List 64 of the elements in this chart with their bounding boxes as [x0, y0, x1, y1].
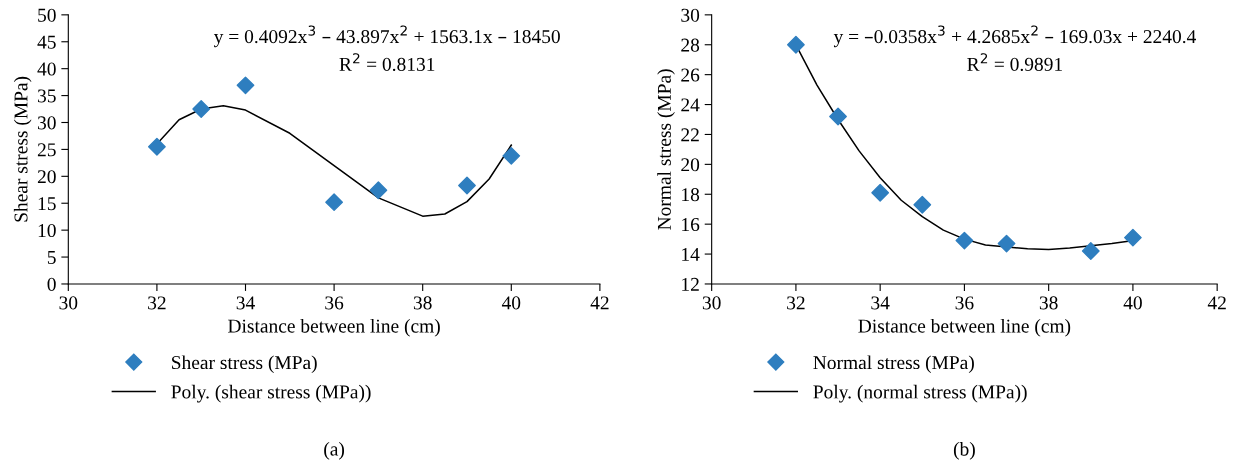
text: (b) — [953, 442, 975, 460]
x-axis-title: Distance between line (cm) — [228, 318, 440, 337]
x-tick-label: 30 — [59, 296, 78, 310]
y-axis-title: Shear stress (MPa) — [13, 76, 32, 222]
x-tick-label: 42 — [590, 296, 609, 310]
annotation: R$^{2}$ = 0.9891 — [967, 53, 1062, 72]
x-tick-label: 34 — [871, 296, 890, 310]
y-tick-label: 14 — [682, 247, 700, 261]
y-tick-label: 5 — [47, 251, 56, 264]
x-tick-label: 32 — [148, 296, 166, 310]
annotation: y = –0.0358x$^{3}$ + 4.2685x$^{2}$ – 169.03x + 2240.4 — [833, 25, 1197, 48]
point — [458, 176, 476, 195]
y-tick-label: 25 — [37, 143, 56, 157]
y-axis-title: Normal stress (MPa) — [657, 69, 675, 230]
annotation: y = 0.4092x$^{3}$ – 43.897x$^{2}$ + 1563.1x – 18450 — [213, 25, 560, 48]
y-tick-label: 24 — [681, 98, 700, 112]
y-tick-label: 28 — [681, 38, 700, 52]
y-tick-label: 15 — [38, 197, 56, 211]
point — [955, 231, 974, 250]
annotation: R$^{2}$ = 0.8131 — [339, 53, 435, 72]
point — [236, 76, 255, 95]
y-tick-label: 26 — [681, 68, 700, 82]
y-tick-label: 45 — [37, 35, 56, 49]
point — [1081, 242, 1100, 260]
y-tick-label: 0 — [47, 277, 56, 291]
x-tick-label: 34 — [236, 296, 255, 310]
y-tick-label: 16 — [682, 218, 700, 232]
legend-label: Poly. (shear stress (MPa)) — [171, 384, 371, 403]
x-tick-label: 40 — [1123, 296, 1142, 310]
x-tick-label: 30 — [702, 296, 721, 310]
y-tick-label: 20 — [681, 158, 700, 172]
x-tick-label: 38 — [1039, 296, 1058, 310]
y-tick-label: 12 — [682, 277, 699, 291]
point — [192, 100, 211, 118]
x-tick-label: 32 — [787, 296, 805, 310]
legend-label: Normal stress (MPa) — [813, 355, 974, 374]
point — [1123, 228, 1142, 247]
point — [871, 183, 890, 202]
y-tick-label: 18 — [682, 188, 700, 202]
point — [997, 234, 1016, 253]
y-tick-label: 30 — [681, 8, 700, 22]
x-tick-label: 36 — [325, 296, 344, 310]
y-tick-label: 22 — [681, 128, 699, 142]
x-tick-label: 40 — [501, 296, 521, 310]
point — [787, 35, 805, 54]
y-tick-label: 10 — [38, 223, 56, 238]
point — [325, 193, 344, 212]
point — [913, 195, 932, 214]
y-tick-label: 50 — [38, 8, 56, 22]
x-tick-label: 42 — [1207, 296, 1226, 310]
point — [502, 146, 521, 165]
y-tick-label: 40 — [37, 62, 56, 76]
x-axis-title: Distance between line (cm) — [858, 318, 1071, 337]
x-tick-label: 36 — [955, 296, 974, 310]
point — [369, 181, 388, 200]
legend-label: Shear stress (MPa) — [172, 355, 317, 374]
point — [147, 137, 166, 156]
y-tick-label: 30 — [37, 116, 56, 130]
point — [829, 107, 847, 126]
legend-label: Poly. (normal stress (MPa)) — [813, 384, 1027, 403]
y-tick-label: 20 — [37, 170, 56, 184]
y-tick-label: 35 — [37, 89, 56, 103]
x-tick-label: 38 — [413, 296, 432, 310]
text: (a) — [324, 442, 345, 460]
